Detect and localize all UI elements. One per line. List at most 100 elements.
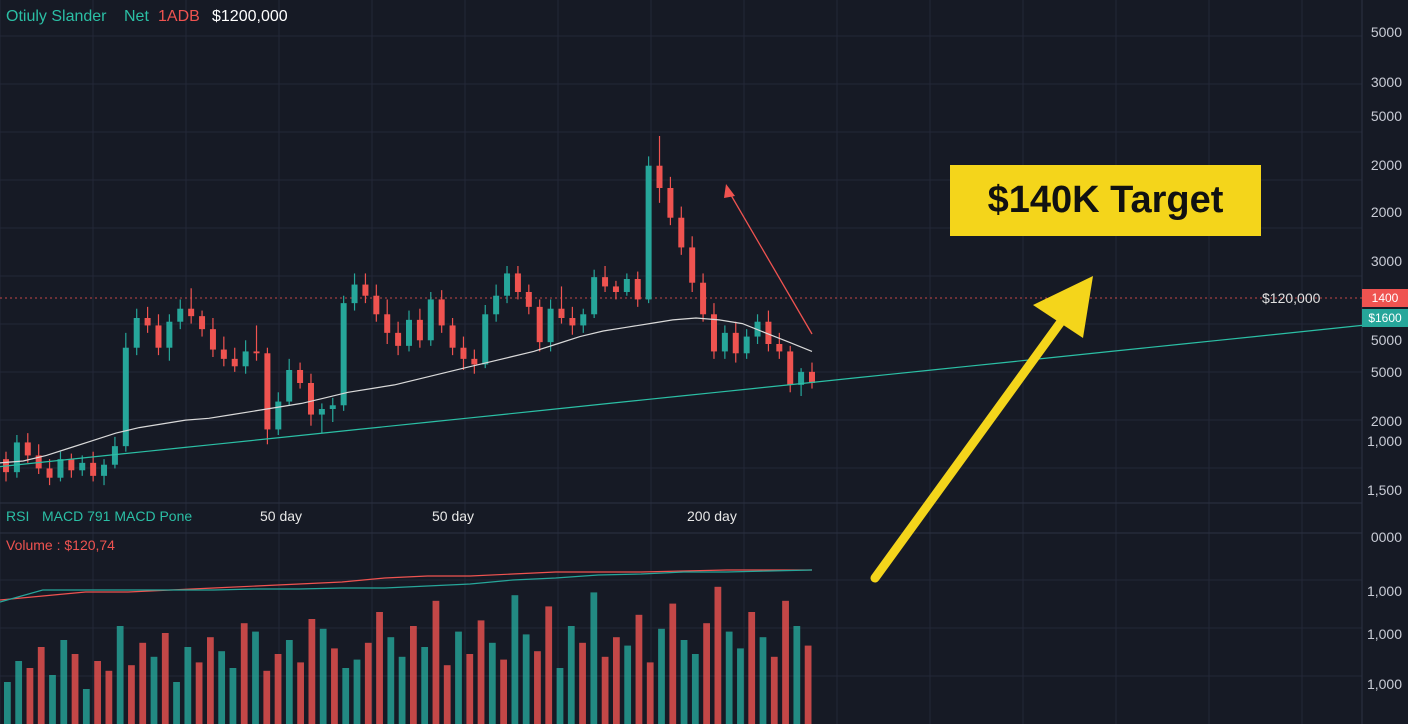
volume-bar [15, 661, 23, 724]
candle-body [395, 332, 402, 346]
target-arrow-line [870, 307, 1073, 583]
candle-body [765, 321, 772, 344]
candle-body [667, 188, 674, 218]
pullback-arrow-line [727, 189, 813, 335]
volume-bar [793, 626, 801, 724]
pullback-arrow-head [724, 184, 735, 198]
volume-bar [658, 628, 665, 724]
candle-body [776, 344, 783, 352]
candle-body [787, 351, 794, 385]
volume-bar [635, 614, 643, 724]
volume-bar [590, 592, 598, 724]
volume-bar [410, 626, 417, 724]
volume-bar [804, 645, 812, 724]
volume-bar [139, 642, 147, 724]
candle-body [732, 332, 739, 354]
candle-body [536, 306, 543, 343]
candle-body [90, 462, 97, 476]
candle-body [231, 358, 238, 367]
candle-body [514, 273, 521, 292]
candle-body [645, 165, 652, 300]
macd-line [0, 569, 812, 601]
volume-bar [770, 656, 778, 724]
candle-body [569, 318, 576, 326]
volume-bar [500, 659, 507, 724]
volume-bar [49, 675, 56, 724]
volume-bar [601, 656, 609, 724]
volume-bar [624, 645, 632, 724]
candle-body [166, 321, 173, 348]
candle-body [602, 277, 609, 287]
volume-bar [353, 659, 361, 724]
lower-axis-label: 1,000 [1366, 676, 1402, 692]
volume-bar [207, 637, 214, 724]
lower-axis-label: 1,000 [1366, 626, 1402, 642]
volume-bar [545, 606, 553, 724]
lower-axis-label: 1,000 [1366, 583, 1402, 599]
candle-body [101, 464, 108, 476]
volume-bar [285, 640, 293, 724]
volume-bar [567, 626, 575, 724]
candle-body [199, 316, 206, 330]
header-price: $1200,000 [212, 8, 288, 25]
signal-line [0, 569, 813, 603]
price-axis-label: 2000 [1370, 157, 1402, 173]
candle-body [678, 217, 685, 248]
lower-axis-label: 0000 [1370, 529, 1402, 545]
volume-bar [691, 654, 699, 724]
volume-bar [522, 634, 530, 724]
volume-bar [308, 619, 316, 724]
candle-body [111, 446, 118, 465]
candle-body [689, 247, 696, 283]
volume-bar [37, 647, 45, 724]
volume-bar [432, 600, 440, 724]
volume-bar [150, 656, 158, 724]
candle-body [122, 347, 129, 447]
volume-bar [737, 648, 744, 724]
price-axis-label: 5000 [1370, 108, 1402, 124]
target-arrow-head [1033, 276, 1093, 338]
price-axis-label: 2000 [1370, 204, 1402, 220]
candle-body [449, 325, 456, 348]
candle-body [623, 279, 630, 292]
volume-label: Volume : $120,74 [6, 537, 115, 553]
volume-bar [26, 668, 34, 724]
volume-bar [376, 612, 383, 724]
volume-bar [161, 633, 169, 724]
candle-body [700, 282, 707, 315]
candle-body [188, 308, 195, 317]
volume-bar [297, 662, 304, 724]
volume-bar [60, 640, 68, 724]
candle-body [286, 370, 293, 402]
volume-bar [703, 623, 710, 724]
price-axis-label: 5000 [1370, 24, 1402, 40]
candle-body [362, 284, 369, 296]
volume-bar [443, 665, 451, 724]
volume-bar [218, 651, 226, 724]
candle-body [373, 295, 380, 315]
exchange-name: Net [124, 8, 149, 25]
volume-bar [466, 654, 474, 724]
volume-bar [240, 623, 248, 724]
ma-label-3: 200 day [687, 508, 737, 524]
candle-body [209, 329, 216, 350]
resistance-label: $120,000 [1262, 290, 1321, 306]
price-axis-label: 3000 [1370, 74, 1402, 90]
candle-body [438, 299, 445, 326]
rsi-label: RSI [6, 508, 30, 524]
volume-bar [488, 642, 496, 724]
ma-50-line [0, 317, 813, 464]
candle-body [591, 277, 598, 315]
volume-bar [364, 642, 372, 724]
candle-body [634, 279, 641, 300]
volume-bar [782, 600, 789, 724]
volume-bar [173, 682, 180, 724]
candle-body [504, 273, 511, 296]
candle-body [721, 332, 728, 352]
price-axis-label: 5000 [1370, 364, 1402, 380]
candle-body [297, 370, 304, 383]
price-axis-label: 2000 [1370, 413, 1402, 429]
candle-body [133, 318, 140, 348]
candle-body [406, 319, 412, 346]
volume-bar [646, 662, 654, 724]
